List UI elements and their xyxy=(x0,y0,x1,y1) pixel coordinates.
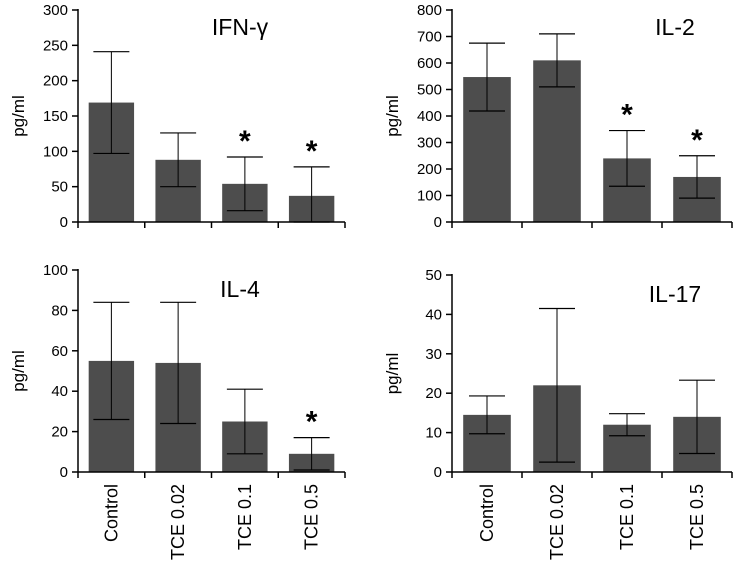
significance-marker-ifn-gamma-3: * xyxy=(306,135,318,168)
y-axis-label-il-17: pg/ml xyxy=(383,353,402,395)
y-tick-label-il-17-1: 10 xyxy=(425,425,442,442)
y-tick-label-il-2-6: 600 xyxy=(417,55,442,72)
y-axis-label-il-2: pg/ml xyxy=(383,95,402,137)
x-category-label-il-17-3: TCE 0.5 xyxy=(687,484,707,550)
x-category-label-il-4-3: TCE 0.5 xyxy=(302,484,322,550)
y-tick-label-ifn-gamma-6: 300 xyxy=(43,2,68,19)
y-tick-label-il-2-8: 800 xyxy=(417,2,442,19)
x-category-label-il-17-1: TCE 0.02 xyxy=(547,484,567,560)
x-category-label-il-4-2: TCE 0.1 xyxy=(235,484,255,550)
y-tick-label-ifn-gamma-3: 150 xyxy=(43,108,68,125)
y-tick-label-ifn-gamma-0: 0 xyxy=(60,214,68,231)
x-category-label-il-4-0: Control xyxy=(101,484,121,542)
y-tick-label-il-17-3: 30 xyxy=(425,346,442,363)
chart-panel-il-4: * 0 20 40 60 80 100 pg/ml IL-4 Control TCE 0.02 TCE… xyxy=(9,262,346,560)
y-axis-label-ifn-gamma: pg/ml xyxy=(9,95,28,137)
y-tick-label-il-2-4: 400 xyxy=(417,108,442,125)
y-tick-label-il-2-2: 200 xyxy=(417,161,442,178)
significance-marker-il-4-3: * xyxy=(306,406,318,439)
panel-title-il-4: IL-4 xyxy=(220,276,260,302)
y-tick-label-il-17-4: 40 xyxy=(425,306,442,323)
significance-marker-il-2-2: * xyxy=(621,99,633,132)
y-tick-label-il-2-3: 300 xyxy=(417,135,442,152)
y-tick-label-il-17-5: 50 xyxy=(425,267,442,284)
y-tick-label-il-2-7: 700 xyxy=(417,29,442,46)
panel-title-il-2: IL-2 xyxy=(655,14,695,40)
y-tick-label-il-2-1: 100 xyxy=(417,188,442,205)
panel-title-il-17: IL-17 xyxy=(649,281,701,307)
panel-title-ifn-gamma: IFN-γ xyxy=(212,14,269,40)
y-tick-label-il-4-2: 40 xyxy=(51,383,68,400)
y-tick-label-il-4-1: 20 xyxy=(51,424,68,441)
y-tick-label-il-4-3: 60 xyxy=(51,343,68,360)
y-tick-label-ifn-gamma-4: 200 xyxy=(43,73,68,90)
y-tick-label-ifn-gamma-5: 250 xyxy=(43,37,68,54)
x-category-label-il-17-0: Control xyxy=(477,484,497,542)
y-tick-label-il-4-4: 80 xyxy=(51,302,68,319)
x-category-label-il-4-1: TCE 0.02 xyxy=(168,484,188,560)
chart-panel-il-17: 0 10 20 30 40 50 pg/ml IL-17 Control TCE 0.02 TCE … xyxy=(383,267,733,560)
significance-marker-il-2-3: * xyxy=(691,124,703,157)
y-tick-label-il-17-2: 20 xyxy=(425,385,442,402)
y-tick-label-ifn-gamma-1: 50 xyxy=(51,179,68,196)
y-tick-label-il-4-5: 100 xyxy=(43,262,68,279)
chart-panel-il-2: * * 0 100 200 300 400 500 600 700 800 pg/ml IL-2 xyxy=(383,2,733,231)
significance-marker-ifn-gamma-2: * xyxy=(239,125,251,158)
chart-panel-ifn-gamma: * * 0 50 100 150 200 250 300 pg/ml IFN-γ xyxy=(9,2,346,231)
y-tick-label-ifn-gamma-2: 100 xyxy=(43,143,68,160)
y-tick-label-il-2-0: 0 xyxy=(434,214,442,231)
y-tick-label-il-2-5: 500 xyxy=(417,82,442,99)
x-category-label-il-17-2: TCE 0.1 xyxy=(617,484,637,550)
y-tick-label-il-4-0: 0 xyxy=(60,464,68,481)
y-tick-label-il-17-0: 0 xyxy=(434,464,442,481)
y-axis-label-il-4: pg/ml xyxy=(9,350,28,392)
